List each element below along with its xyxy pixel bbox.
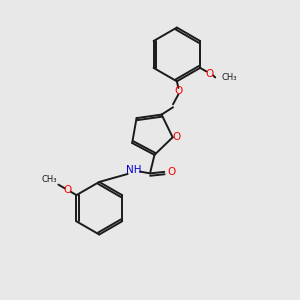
Text: O: O	[63, 185, 72, 195]
Text: O: O	[167, 167, 175, 177]
Text: O: O	[172, 132, 180, 142]
Text: NH: NH	[126, 165, 141, 176]
Text: O: O	[206, 69, 214, 79]
Text: O: O	[174, 86, 182, 96]
Text: CH₃: CH₃	[221, 73, 237, 82]
Text: CH₃: CH₃	[41, 175, 57, 184]
